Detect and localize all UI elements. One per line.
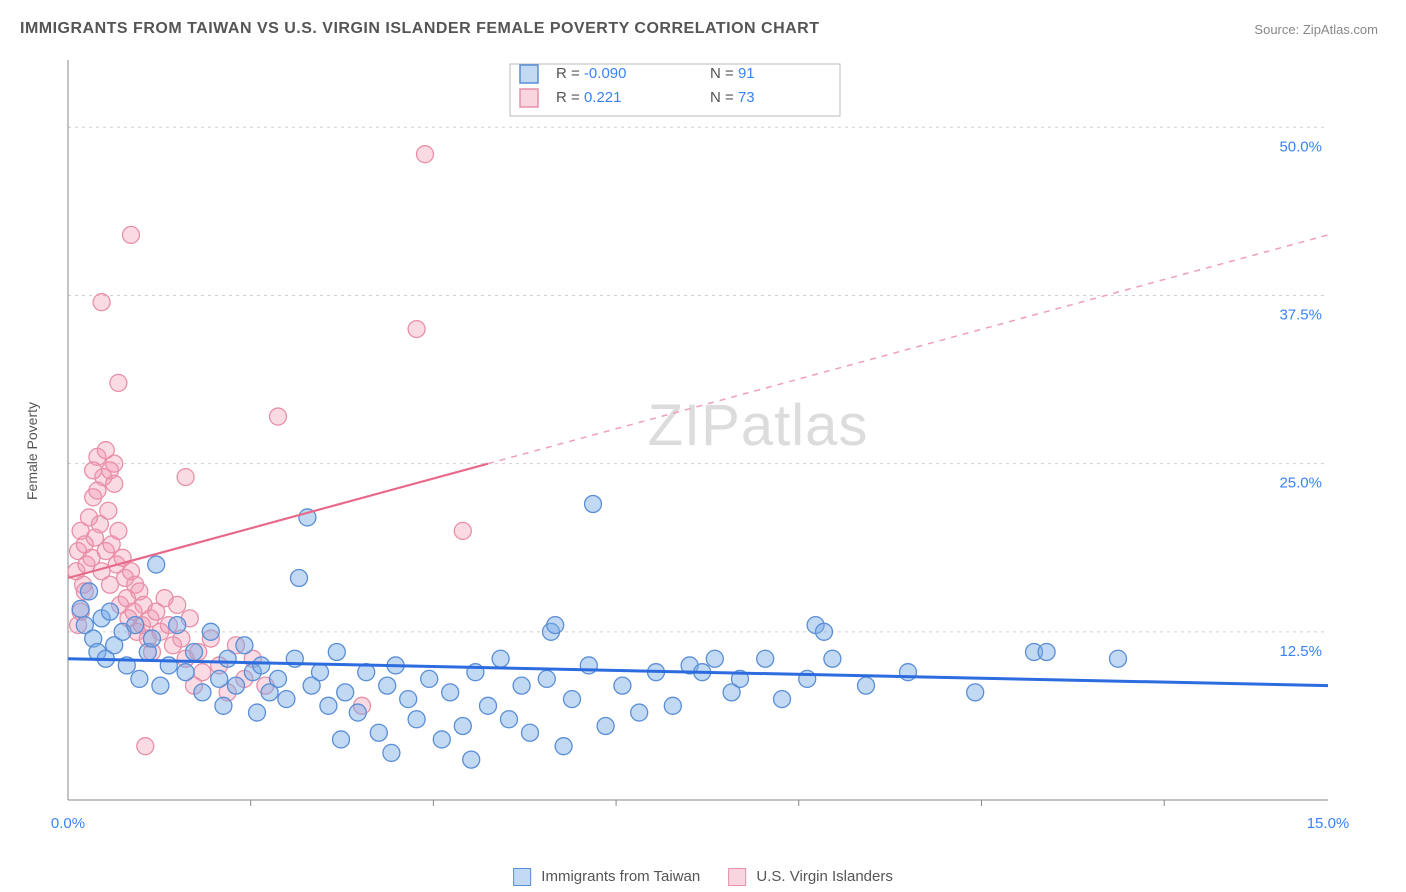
svg-text:12.5%: 12.5% — [1279, 643, 1322, 660]
legend-label-usvi: U.S. Virgin Islanders — [756, 868, 892, 885]
legend-label-taiwan: Immigrants from Taiwan — [541, 868, 700, 885]
svg-text:ZIPatlas: ZIPatlas — [648, 393, 869, 458]
legend-item-taiwan: Immigrants from Taiwan — [513, 868, 700, 886]
svg-text:37.5%: 37.5% — [1279, 306, 1322, 323]
svg-text:25.0%: 25.0% — [1279, 475, 1322, 492]
scatter-chart: 12.5% 25.0% 37.5% 50.0% ZIPatlas 0.0% 15.0% R =… — [50, 50, 1370, 840]
swatch-pink-icon — [728, 868, 746, 886]
svg-text:N = 73: N = 73 — [710, 89, 755, 106]
legend-item-usvi: U.S. Virgin Islanders — [728, 868, 893, 886]
svg-text:15.0%: 15.0% — [1307, 815, 1350, 832]
source-link[interactable]: ZipAtlas.com — [1303, 22, 1378, 37]
svg-text:N = 91: N = 91 — [710, 65, 755, 82]
svg-text:R = -0.090: R = -0.090 — [556, 65, 626, 82]
source-attribution: Source: ZipAtlas.com — [1254, 22, 1378, 37]
svg-text:0.0%: 0.0% — [51, 815, 85, 832]
svg-text:R = 0.221: R = 0.221 — [556, 89, 621, 106]
chart-container: Female Poverty 12.5%25.0%37.5%50.0%ZIPat… — [50, 50, 1381, 852]
svg-text:50.0%: 50.0% — [1279, 138, 1322, 155]
chart-title: IMMIGRANTS FROM TAIWAN VS U.S. VIRGIN IS… — [20, 20, 820, 38]
y-axis-label: Female Poverty — [24, 402, 40, 500]
legend-bottom: Immigrants from Taiwan U.S. Virgin Islan… — [513, 868, 893, 886]
swatch-blue-icon — [513, 868, 531, 886]
source-label: Source: — [1254, 22, 1299, 37]
